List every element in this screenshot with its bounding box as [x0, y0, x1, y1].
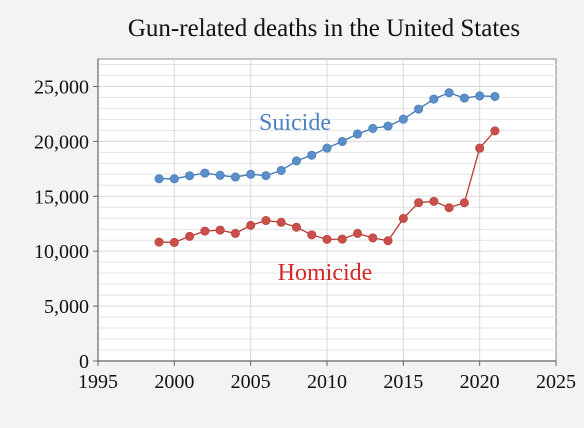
data-point-homicide — [291, 222, 301, 232]
data-point-homicide — [215, 225, 225, 235]
x-tick-label: 1995 — [78, 371, 118, 393]
data-point-suicide — [429, 94, 439, 104]
axes: 0 5,000 10,000 15,000 20,000 25,000 1995 2000 20… — [34, 59, 576, 393]
data-point-suicide — [414, 104, 424, 114]
data-point-homicide — [459, 198, 469, 208]
series-label-suicide: Suicide — [259, 110, 331, 136]
major-gridlines — [98, 59, 556, 361]
series-homicide — [154, 126, 500, 247]
data-point-homicide — [353, 228, 363, 238]
data-point-homicide — [246, 220, 256, 230]
y-tick-label: 25,000 — [34, 76, 89, 98]
data-point-homicide — [276, 217, 286, 227]
data-point-homicide — [414, 198, 424, 208]
x-tick-label: 2020 — [460, 371, 500, 393]
data-point-suicide — [307, 150, 317, 160]
data-point-suicide — [291, 156, 301, 166]
x-tick-label: 2015 — [383, 371, 423, 393]
data-point-suicide — [246, 169, 256, 179]
data-point-homicide — [444, 203, 454, 213]
y-tick-label: 20,000 — [34, 131, 89, 153]
y-tick-label: 0 — [79, 351, 89, 373]
data-point-suicide — [230, 172, 240, 182]
series-label-homicide: Homicide — [278, 260, 373, 286]
data-point-homicide — [169, 237, 179, 247]
data-point-homicide — [368, 233, 378, 243]
data-point-suicide — [200, 168, 210, 178]
chart-title: Gun-related deaths in the United States — [128, 15, 520, 42]
y-tick-label: 10,000 — [34, 241, 89, 263]
data-point-homicide — [383, 236, 393, 246]
series-layer — [154, 88, 500, 247]
data-point-suicide — [154, 174, 164, 184]
data-point-suicide — [383, 121, 393, 131]
x-tick-label: 2000 — [154, 371, 194, 393]
data-point-suicide — [337, 136, 347, 146]
x-tick-label: 2005 — [231, 371, 271, 393]
data-point-suicide — [322, 143, 332, 153]
data-point-homicide — [154, 237, 164, 247]
data-point-homicide — [185, 231, 195, 241]
data-point-suicide — [368, 123, 378, 133]
data-point-suicide — [215, 170, 225, 180]
y-tick-label: 15,000 — [34, 186, 89, 208]
series-suicide — [154, 88, 500, 184]
data-point-homicide — [261, 216, 271, 226]
data-point-suicide — [169, 174, 179, 184]
x-tick-label: 2025 — [536, 371, 576, 393]
data-point-homicide — [322, 234, 332, 244]
data-point-homicide — [475, 143, 485, 153]
data-point-homicide — [230, 228, 240, 238]
data-point-suicide — [490, 91, 500, 101]
data-point-homicide — [429, 196, 439, 206]
x-tick-label: 2010 — [307, 371, 347, 393]
data-point-homicide — [337, 234, 347, 244]
y-tick-label: 5,000 — [44, 296, 89, 318]
data-point-suicide — [475, 91, 485, 101]
data-point-homicide — [490, 126, 500, 136]
data-point-suicide — [444, 88, 454, 98]
data-point-homicide — [307, 230, 317, 240]
data-point-homicide — [200, 226, 210, 236]
data-point-suicide — [276, 165, 286, 175]
data-point-suicide — [261, 171, 271, 181]
data-point-homicide — [398, 213, 408, 223]
data-point-suicide — [398, 114, 408, 124]
data-point-suicide — [185, 171, 195, 181]
data-point-suicide — [353, 129, 363, 139]
data-point-suicide — [459, 93, 469, 103]
